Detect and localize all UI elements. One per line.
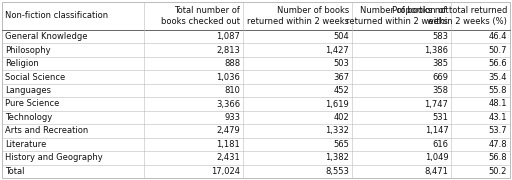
Text: 1,382: 1,382	[325, 153, 349, 162]
Text: Non-fiction classification: Non-fiction classification	[5, 12, 108, 21]
Text: Religion: Religion	[5, 59, 39, 68]
Text: 1,386: 1,386	[424, 46, 449, 55]
Text: 50.2: 50.2	[488, 167, 507, 176]
Text: 1,049: 1,049	[425, 153, 449, 162]
Text: 3,366: 3,366	[216, 100, 240, 109]
Text: 1,147: 1,147	[425, 126, 449, 135]
Text: 56.6: 56.6	[488, 59, 507, 68]
Text: 47.8: 47.8	[488, 140, 507, 149]
Text: 48.1: 48.1	[488, 100, 507, 109]
Text: 504: 504	[333, 32, 349, 41]
Text: 1,181: 1,181	[217, 140, 240, 149]
Text: 1,036: 1,036	[216, 73, 240, 82]
Text: 56.8: 56.8	[488, 153, 507, 162]
Text: Languages: Languages	[5, 86, 51, 95]
Text: 2,813: 2,813	[216, 46, 240, 55]
Text: 8,471: 8,471	[424, 167, 449, 176]
Text: Number of books
returned within 2 weeks: Number of books returned within 2 weeks	[247, 6, 349, 26]
Text: 810: 810	[224, 86, 240, 95]
Text: 46.4: 46.4	[488, 32, 507, 41]
Text: 402: 402	[333, 113, 349, 122]
Text: 53.7: 53.7	[488, 126, 507, 135]
Text: 669: 669	[433, 73, 449, 82]
Text: 2,479: 2,479	[217, 126, 240, 135]
Text: 452: 452	[333, 86, 349, 95]
Text: Technology: Technology	[5, 113, 52, 122]
Text: 17,024: 17,024	[211, 167, 240, 176]
Text: 565: 565	[333, 140, 349, 149]
Text: 1,747: 1,747	[424, 100, 449, 109]
Text: Total number of
books checked out: Total number of books checked out	[161, 6, 240, 26]
Text: 367: 367	[333, 73, 349, 82]
Text: Total: Total	[5, 167, 25, 176]
Text: Proportion of total returned
within 2 weeks (%): Proportion of total returned within 2 we…	[392, 6, 507, 26]
Text: 43.1: 43.1	[488, 113, 507, 122]
Text: 531: 531	[433, 113, 449, 122]
Text: 503: 503	[333, 59, 349, 68]
Text: 35.4: 35.4	[488, 73, 507, 82]
Text: 1,427: 1,427	[326, 46, 349, 55]
Text: 385: 385	[433, 59, 449, 68]
Text: 616: 616	[433, 140, 449, 149]
Text: 8,553: 8,553	[325, 167, 349, 176]
Text: 1,619: 1,619	[326, 100, 349, 109]
Text: 888: 888	[224, 59, 240, 68]
Text: Social Science: Social Science	[5, 73, 65, 82]
Text: 1,332: 1,332	[325, 126, 349, 135]
Text: 358: 358	[433, 86, 449, 95]
Text: Arts and Recreation: Arts and Recreation	[5, 126, 88, 135]
Text: Number of books not
returned within 2 weeks: Number of books not returned within 2 we…	[347, 6, 449, 26]
Text: 55.8: 55.8	[488, 86, 507, 95]
Text: General Knowledge: General Knowledge	[5, 32, 88, 41]
Text: 933: 933	[224, 113, 240, 122]
Text: 583: 583	[433, 32, 449, 41]
Text: History and Geography: History and Geography	[5, 153, 103, 162]
Text: Pure Science: Pure Science	[5, 100, 59, 109]
Text: 50.7: 50.7	[488, 46, 507, 55]
Text: 2,431: 2,431	[217, 153, 240, 162]
Text: 1,087: 1,087	[216, 32, 240, 41]
Text: Philosophy: Philosophy	[5, 46, 51, 55]
Text: Literature: Literature	[5, 140, 47, 149]
